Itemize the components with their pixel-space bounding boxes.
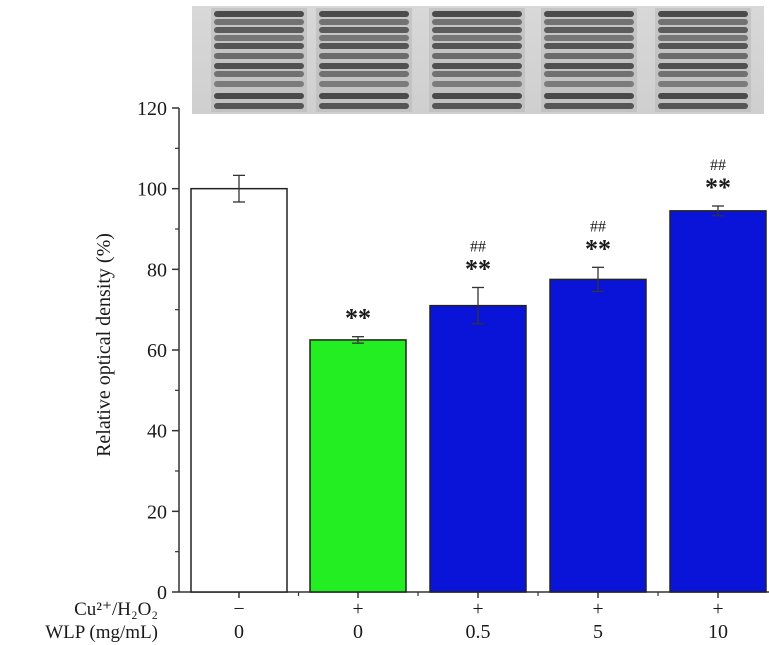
gel-band — [432, 27, 522, 33]
gel-band — [544, 43, 634, 49]
gel-band — [214, 103, 304, 109]
significance-stars: ** — [585, 234, 611, 263]
gel-band — [214, 43, 304, 49]
bar — [190, 187, 288, 593]
gel-band — [319, 11, 409, 17]
gel-band — [319, 19, 409, 25]
y-tick-label: 0 — [157, 582, 167, 604]
condition-value: 0 — [353, 621, 363, 643]
bar — [549, 278, 647, 593]
condition-value: + — [592, 598, 603, 620]
y-axis-label: Relative optical density (%) — [93, 233, 115, 457]
bar — [669, 210, 767, 593]
gel-band — [658, 43, 748, 49]
gel-band — [319, 93, 409, 99]
condition-value: − — [233, 598, 244, 620]
gel-band — [432, 53, 522, 59]
gel-band — [544, 63, 634, 69]
gel-band — [432, 81, 522, 87]
gel-band — [544, 19, 634, 25]
gel-band — [544, 93, 634, 99]
gel-band — [658, 27, 748, 33]
gel-band — [214, 81, 304, 87]
gel-band — [658, 19, 748, 25]
condition-value: + — [352, 598, 363, 620]
gel-band — [432, 71, 522, 77]
significance-hash: ## — [590, 218, 606, 235]
gel-lane — [655, 8, 751, 112]
gel-band — [319, 53, 409, 59]
gel-band — [432, 63, 522, 69]
bar — [309, 339, 407, 593]
gel-band — [658, 11, 748, 17]
gel-band — [432, 35, 522, 41]
y-tick-label: 100 — [137, 179, 167, 201]
gel-band — [214, 93, 304, 99]
condition-value: + — [712, 598, 723, 620]
gel-lane — [429, 8, 525, 112]
bar — [429, 304, 527, 593]
significance-stars: ** — [705, 173, 731, 202]
y-tick-label: 20 — [147, 501, 167, 523]
gel-band — [319, 81, 409, 87]
gel-band — [658, 53, 748, 59]
gel-image — [192, 6, 764, 114]
gel-band — [214, 11, 304, 17]
gel-band — [658, 63, 748, 69]
gel-lane — [316, 8, 412, 112]
gel-band — [544, 35, 634, 41]
condition-value: 0 — [234, 621, 244, 643]
y-tick-label: 40 — [147, 421, 167, 443]
y-tick-label: 80 — [147, 259, 167, 281]
gel-band — [319, 71, 409, 77]
gel-band — [432, 93, 522, 99]
condition-value: 10 — [708, 621, 728, 643]
gel-lane — [211, 8, 307, 112]
gel-band — [544, 71, 634, 77]
condition-value: 0.5 — [466, 621, 491, 643]
gel-band — [544, 11, 634, 17]
condition-row-label: Cu²⁺/H₂O₂ — [74, 599, 158, 620]
gel-band — [214, 19, 304, 25]
y-tick-label: 60 — [147, 340, 167, 362]
gel-band — [432, 43, 522, 49]
gel-band — [319, 27, 409, 33]
gel-band — [544, 53, 634, 59]
gel-lane — [541, 8, 637, 112]
gel-band — [658, 71, 748, 77]
gel-band — [214, 35, 304, 41]
condition-value: 5 — [593, 621, 603, 643]
gel-band — [544, 81, 634, 87]
gel-band — [432, 19, 522, 25]
significance-hash: ## — [710, 157, 726, 174]
axes: 0 20 40 60 80 100 120 — [137, 98, 769, 604]
gel-band — [214, 53, 304, 59]
gel-band — [432, 103, 522, 109]
gel-band — [319, 103, 409, 109]
gel-band — [214, 71, 304, 77]
gel-band — [658, 93, 748, 99]
condition-row-label: WLP (mg/mL) — [45, 622, 158, 643]
gel-band — [319, 43, 409, 49]
gel-band — [214, 27, 304, 33]
significance-hash: ## — [470, 238, 486, 255]
gel-band — [214, 63, 304, 69]
gel-band — [432, 11, 522, 17]
gel-band — [544, 27, 634, 33]
gel-band — [658, 103, 748, 109]
y-tick-label: 120 — [137, 98, 167, 120]
gel-band — [658, 81, 748, 87]
gel-band — [544, 103, 634, 109]
significance-stars: ** — [345, 304, 371, 333]
condition-value: + — [472, 598, 483, 620]
gel-band — [319, 63, 409, 69]
significance-stars: ** — [465, 254, 491, 283]
gel-band — [658, 35, 748, 41]
gel-band — [319, 35, 409, 41]
